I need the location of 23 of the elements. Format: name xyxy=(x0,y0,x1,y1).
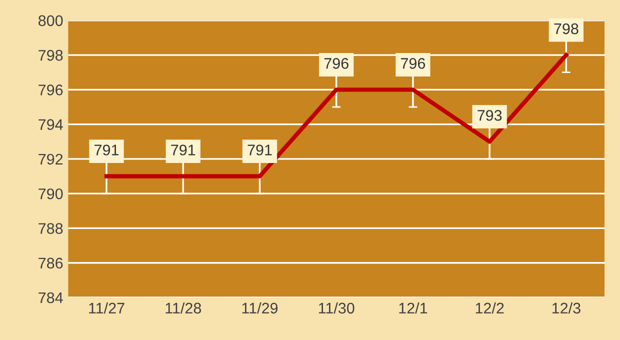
x-tick-label: 11/30 xyxy=(318,302,354,314)
data-label: 798 xyxy=(554,23,578,34)
x-tick-label: 11/27 xyxy=(89,302,124,314)
y-tick-label: 796 xyxy=(38,84,63,96)
y-tick-label: 788 xyxy=(38,223,63,234)
data-label: 791 xyxy=(248,144,272,156)
data-label: 793 xyxy=(478,110,502,121)
data-label: 796 xyxy=(324,58,348,69)
y-tick-label: 798 xyxy=(38,50,63,61)
y-tick-label: 790 xyxy=(38,188,63,200)
x-tick-label: 12/1 xyxy=(399,302,428,314)
y-tick-label: 786 xyxy=(38,258,63,269)
y-tick-label: 792 xyxy=(38,154,63,165)
data-label: 791 xyxy=(171,144,196,156)
x-tick-label: 11/29 xyxy=(242,302,278,314)
data-label: 791 xyxy=(94,144,119,156)
data-label: 796 xyxy=(401,58,426,69)
y-tick-label: 794 xyxy=(38,119,63,130)
y-tick-label: 800 xyxy=(38,15,63,26)
x-tick-label: 12/3 xyxy=(552,302,580,314)
x-tick-label: 11/28 xyxy=(166,302,202,314)
x-tick-label: 12/2 xyxy=(476,302,504,314)
y-tick-label: 784 xyxy=(38,292,63,304)
